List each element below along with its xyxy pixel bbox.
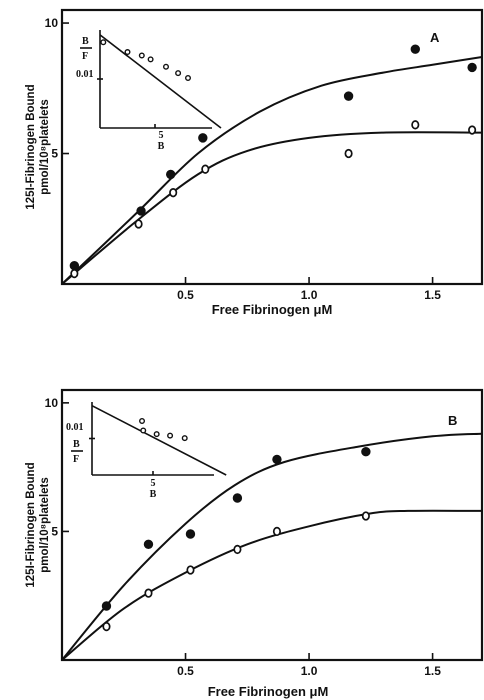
panel-a-open-point <box>411 120 420 130</box>
panel-b-filled-fit-curve <box>61 432 483 661</box>
panel-a-y-tick-label: 10 <box>45 16 59 30</box>
panel-a-filled-point <box>198 133 208 143</box>
panel-a-inset-y-label-bottom: F <box>82 51 88 62</box>
panel-a-plot-frame <box>60 8 484 286</box>
panel-a-open-point <box>344 148 353 159</box>
panel-a-filled-point <box>343 91 354 101</box>
panel-a: A Free Fibrinogen μM 125I-Fibrinogen Bou… <box>25 8 484 317</box>
panel-b-filled-point <box>361 447 371 457</box>
panel-b-y-axis-title-line1: 125I-Fibrinogen Bound <box>25 462 37 587</box>
panel-b-inset-regression-line <box>91 404 227 476</box>
panel-b-inset-point <box>140 427 147 434</box>
panel-b-inset-x-tick-label: 5 <box>151 478 156 489</box>
panel-b-filled-point <box>143 539 154 549</box>
panel-a-filled-point <box>410 44 420 54</box>
panel-a-filled-point <box>69 261 80 271</box>
panel-a-inset-y-label-top: B <box>82 36 89 47</box>
panel-a-scatchard-inset: B F 0.01 5 B <box>76 30 222 152</box>
panel-b-inset-y-label-top: B <box>73 439 80 450</box>
panel-b-x-axis-title: Free Fibrinogen μM <box>208 684 329 699</box>
panel-b-scatchard-inset: 0.01 B F 5 B <box>66 402 227 500</box>
panel-b-inset-x-label: B <box>150 489 157 500</box>
panel-b-letter: B <box>448 413 457 428</box>
panel-a-y-tick-label: 5 <box>51 147 58 161</box>
panel-a-x-tick-label: 1.0 <box>301 288 318 302</box>
panel-b-open-point <box>186 565 195 575</box>
panel-a-open-fit-curve <box>61 131 483 285</box>
panel-b-inset-point <box>181 435 188 442</box>
panel-a-open-point <box>169 188 178 198</box>
panel-b-open-point <box>144 588 153 598</box>
panel-b-inset-y-tick-label: 0.01 <box>66 422 84 433</box>
panel-b-inset-point <box>139 417 146 424</box>
panel-a-y-axis-title-line2: pmol/10⁸platelets <box>39 99 51 195</box>
panel-b-open-point <box>102 621 111 632</box>
panel-b: B Free Fibrinogen μM 125I-Fibrinogen Bou… <box>25 388 484 699</box>
panel-a-inset-x-label: B <box>158 141 165 152</box>
panel-b-inset-y-label-bottom: F <box>73 454 79 465</box>
panel-a-inset-point <box>162 63 169 70</box>
panel-b-y-tick-label: 10 <box>45 396 59 410</box>
panel-a-inset-point <box>100 39 107 46</box>
panel-a-inset-point <box>124 49 131 56</box>
panel-a-letter: A <box>430 30 440 45</box>
panel-b-inset-point <box>153 431 160 438</box>
panel-a-filled-point <box>166 169 176 180</box>
panel-a-open-point <box>70 268 79 279</box>
panel-a-filled-point <box>136 206 146 216</box>
panel-b-x-tick-label: 0.5 <box>177 664 194 678</box>
panel-b-open-fit-curve <box>61 509 483 661</box>
panel-b-open-point <box>361 511 370 521</box>
panel-a-inset-point <box>147 56 154 63</box>
panel-a-filled-fit-curve <box>61 56 483 285</box>
panel-a-inset-x-tick-label: 5 <box>159 130 164 141</box>
panel-a-open-point <box>134 219 143 229</box>
panel-a-inset-point <box>184 75 191 82</box>
panel-a-x-tick-label: 1.5 <box>424 288 441 302</box>
panel-b-open-point <box>272 526 281 537</box>
panel-b-filled-point <box>101 601 112 611</box>
panel-a-inset-point <box>138 52 145 59</box>
panel-b-plot-frame <box>60 388 484 662</box>
panel-a-inset-regression-line <box>99 34 222 129</box>
panel-a-inset-point <box>175 70 182 77</box>
panel-a-open-point <box>468 125 477 135</box>
panel-b-filled-point <box>272 454 282 465</box>
panel-a-x-axis-title: Free Fibrinogen μM <box>212 302 333 317</box>
panel-b-y-axis-title-line2: pmol/10⁸platelets <box>39 477 51 573</box>
panel-a-x-tick-label: 0.5 <box>177 288 194 302</box>
panel-a-open-point <box>201 164 210 174</box>
panel-b-inset-point <box>167 432 174 439</box>
panel-b-filled-point <box>185 529 196 539</box>
panel-a-filled-point <box>467 62 477 73</box>
panel-a-y-axis-title-line1: 125I-Fibrinogen Bound <box>25 84 37 209</box>
panel-a-inset-y-tick-label: 0.01 <box>76 69 94 80</box>
panel-b-x-tick-label: 1.5 <box>424 664 441 678</box>
panel-b-filled-point <box>232 493 243 503</box>
panel-b-open-point <box>233 544 242 555</box>
panel-b-y-tick-label: 5 <box>51 524 58 538</box>
panel-b-x-tick-label: 1.0 <box>301 664 318 678</box>
